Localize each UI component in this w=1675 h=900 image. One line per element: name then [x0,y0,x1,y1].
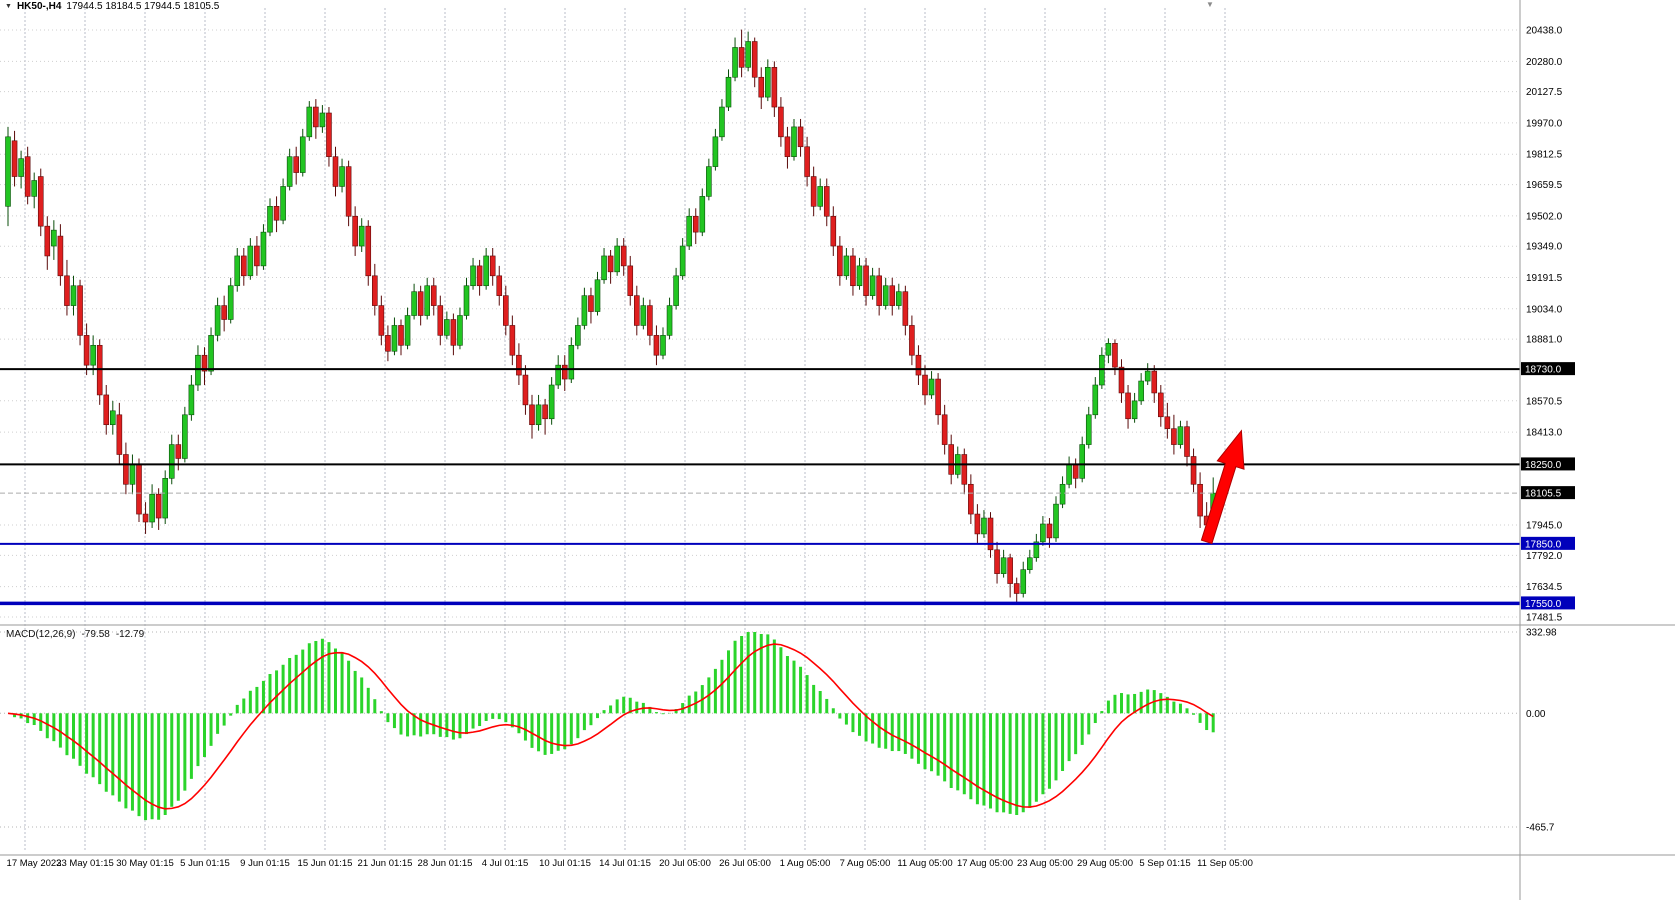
svg-text:21 Jun 01:15: 21 Jun 01:15 [358,858,413,869]
trend-arrow-annotation[interactable] [1200,429,1245,545]
svg-text:23 May 01:15: 23 May 01:15 [56,858,114,869]
svg-text:332.98: 332.98 [1526,628,1557,639]
svg-text:10 Jul 01:15: 10 Jul 01:15 [539,858,591,869]
svg-text:17 Aug 05:00: 17 Aug 05:00 [957,858,1013,869]
symbol-period-label: HK50-,H4 [16,1,62,12]
macd-signal-value: -12.79 [115,629,145,640]
svg-text:20280.0: 20280.0 [1526,57,1563,68]
macd-name: MACD(12,26,9) [6,629,76,640]
svg-text:14 Jul 01:15: 14 Jul 01:15 [599,858,651,869]
grid-lines [0,8,1520,852]
svg-text:28 Jun 01:15: 28 Jun 01:15 [418,858,473,869]
svg-text:11 Aug 05:00: 11 Aug 05:00 [897,858,952,869]
svg-text:17850.0: 17850.0 [1525,539,1562,550]
svg-text:30 May 01:15: 30 May 01:15 [116,858,174,869]
horizontal-level-lines[interactable] [0,368,1520,606]
svg-text:17 May 2023: 17 May 2023 [7,858,62,869]
svg-text:4 Jul 01:15: 4 Jul 01:15 [482,858,528,869]
svg-text:23 Aug 05:00: 23 Aug 05:00 [1017,858,1073,869]
svg-text:20127.5: 20127.5 [1526,87,1563,98]
svg-text:9 Jun 01:15: 9 Jun 01:15 [240,858,290,869]
svg-text:19034.0: 19034.0 [1526,304,1563,315]
svg-text:17792.0: 17792.0 [1526,551,1563,562]
svg-text:19812.5: 19812.5 [1526,150,1563,161]
macd-main-value: -79.58 [81,629,110,640]
svg-text:18413.0: 18413.0 [1526,428,1563,439]
svg-text:29 Aug 05:00: 29 Aug 05:00 [1077,858,1133,869]
svg-text:20 Jul 05:00: 20 Jul 05:00 [659,858,711,869]
svg-text:17945.0: 17945.0 [1526,520,1563,531]
chart-shift-marker-icon[interactable]: ▼ [1206,0,1214,9]
svg-text:15 Jun 01:15: 15 Jun 01:15 [298,858,353,869]
ohlc-values: 17944.5 18184.5 17944.5 18105.5 [66,1,220,12]
chart-title: ▼ HK50-,H4 17944.5 18184.5 17944.5 18105… [5,1,219,12]
svg-text:20438.0: 20438.0 [1526,26,1563,37]
svg-text:11 Sep 05:00: 11 Sep 05:00 [1197,858,1253,869]
svg-text:0.00: 0.00 [1526,709,1546,720]
svg-text:17634.5: 17634.5 [1526,582,1563,593]
svg-text:17481.5: 17481.5 [1526,613,1563,624]
svg-text:5 Sep 01:15: 5 Sep 01:15 [1139,858,1190,869]
svg-text:18730.0: 18730.0 [1525,365,1562,376]
svg-text:-465.7: -465.7 [1526,823,1555,834]
symbol-dropdown-icon[interactable]: ▼ [5,3,12,10]
svg-text:26 Jul 05:00: 26 Jul 05:00 [719,858,771,869]
svg-text:18570.5: 18570.5 [1526,396,1563,407]
candlesticks [5,29,1216,604]
svg-text:7 Aug 05:00: 7 Aug 05:00 [840,858,891,869]
price-axis: 20438.0 20280.0 20127.5 19970.0 19812.5 19659… [1521,26,1575,834]
svg-text:17550.0: 17550.0 [1525,599,1562,610]
svg-text:19502.0: 19502.0 [1526,211,1563,222]
svg-text:19659.5: 19659.5 [1526,180,1563,191]
svg-text:18105.5: 18105.5 [1525,489,1562,500]
svg-text:19191.5: 19191.5 [1526,273,1563,284]
svg-text:5 Jun 01:15: 5 Jun 01:15 [180,858,230,869]
svg-text:19970.0: 19970.0 [1526,118,1563,129]
svg-text:18250.0: 18250.0 [1525,460,1562,471]
svg-text:1 Aug 05:00: 1 Aug 05:00 [780,858,831,869]
svg-text:19349.0: 19349.0 [1526,242,1563,253]
macd-indicator [7,632,1215,821]
macd-indicator-label: MACD(12,26,9) -79.58 -12.79 [6,629,144,640]
svg-text:18881.0: 18881.0 [1526,335,1563,346]
